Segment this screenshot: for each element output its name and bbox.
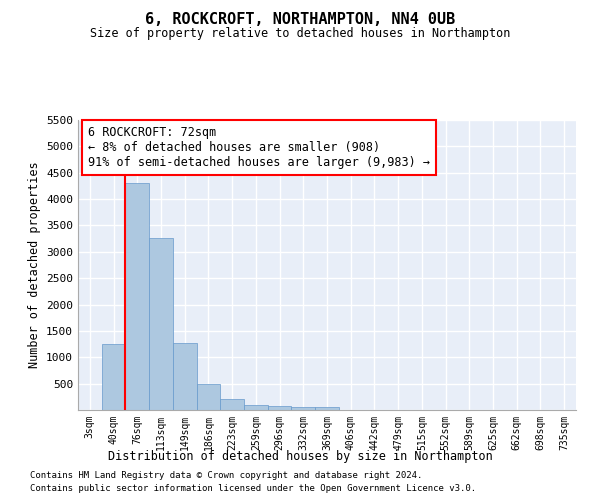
Text: 6, ROCKCROFT, NORTHAMPTON, NN4 0UB: 6, ROCKCROFT, NORTHAMPTON, NN4 0UB bbox=[145, 12, 455, 28]
Bar bbox=[102, 344, 125, 410]
Text: Size of property relative to detached houses in Northampton: Size of property relative to detached ho… bbox=[90, 28, 510, 40]
Bar bbox=[220, 398, 244, 410]
Bar bbox=[173, 343, 197, 410]
Bar bbox=[149, 238, 173, 410]
Bar bbox=[292, 407, 315, 410]
Bar bbox=[315, 408, 339, 410]
Y-axis label: Number of detached properties: Number of detached properties bbox=[28, 162, 41, 368]
Text: Distribution of detached houses by size in Northampton: Distribution of detached houses by size … bbox=[107, 450, 493, 463]
Text: Contains public sector information licensed under the Open Government Licence v3: Contains public sector information licen… bbox=[30, 484, 476, 493]
Bar bbox=[268, 406, 292, 410]
Bar bbox=[197, 384, 220, 410]
Text: 6 ROCKCROFT: 72sqm
← 8% of detached houses are smaller (908)
91% of semi-detache: 6 ROCKCROFT: 72sqm ← 8% of detached hous… bbox=[88, 126, 430, 169]
Bar bbox=[244, 406, 268, 410]
Bar bbox=[125, 184, 149, 410]
Text: Contains HM Land Registry data © Crown copyright and database right 2024.: Contains HM Land Registry data © Crown c… bbox=[30, 470, 422, 480]
